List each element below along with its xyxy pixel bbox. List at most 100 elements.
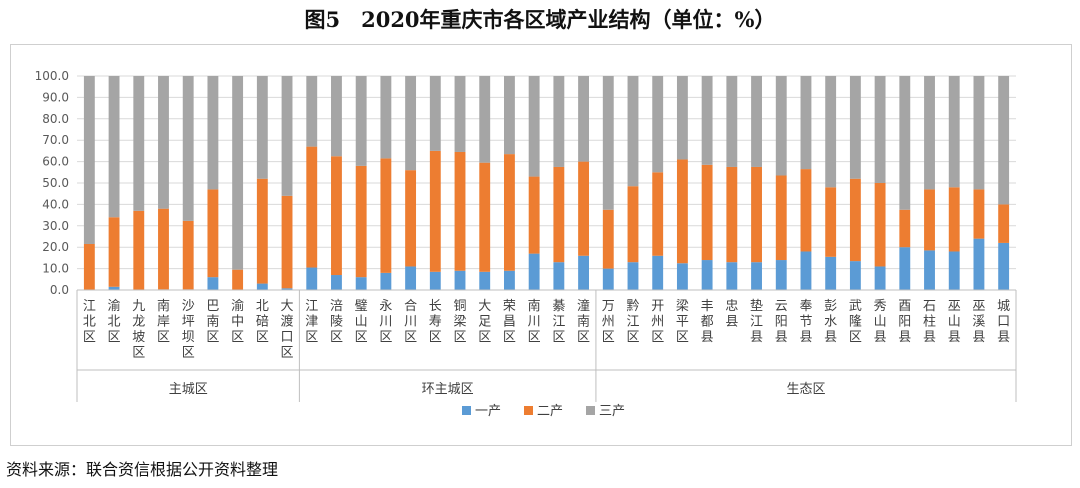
group-label: 环主城区 (422, 382, 474, 397)
x-tick-label: 渝北区 (108, 298, 121, 345)
bar-三产 (479, 76, 491, 163)
x-tick-label: 铜梁区 (454, 299, 467, 345)
bar-三产 (503, 76, 515, 155)
y-axis-ticks: 0.0 10.0 20.0 30.0 40.0 50.0 60.0 70.0 80.0 90.0 1… (35, 69, 69, 297)
x-tick-label: 万州区 (602, 299, 615, 345)
bar-三产 (281, 76, 293, 196)
bar-三产 (849, 76, 861, 179)
bar-三产 (108, 76, 120, 218)
group-label: 生态区 (786, 382, 825, 397)
bar-一产 (751, 262, 762, 290)
bar-三产 (158, 76, 169, 209)
bar-三产 (553, 76, 565, 167)
x-tick-label: 彭水县 (824, 299, 837, 345)
x-tick-label: 梁平区 (676, 299, 689, 345)
bar-一产 (528, 253, 540, 290)
bar-二产 (998, 204, 1010, 243)
x-tick-label: 大渡口区 (281, 299, 294, 361)
bar-一产 (627, 262, 639, 290)
bar-一产 (306, 267, 318, 290)
y-tick-label: 100.0 (35, 69, 69, 83)
legend-label: 二产 (537, 404, 563, 419)
bar-二产 (281, 195, 293, 289)
chart-svg: 0.0 10.0 20.0 30.0 40.0 50.0 60.0 70.0 80.0 90.0 1… (35, 69, 1017, 419)
bar-二产 (973, 189, 985, 239)
bar-二产 (306, 146, 318, 268)
x-tick-label: 永川区 (379, 299, 392, 345)
bar-二产 (751, 166, 762, 263)
bar-二产 (133, 210, 145, 290)
legend-swatch (586, 406, 595, 415)
x-tick-label: 綦江区 (552, 299, 565, 345)
bar-二产 (553, 166, 565, 263)
bar-一产 (578, 255, 590, 290)
x-tick-label: 酉阳县 (898, 299, 911, 345)
legend-swatch (462, 406, 471, 415)
legend-label: 三产 (599, 404, 625, 419)
bar-三产 (948, 76, 960, 188)
bar-二产 (602, 209, 614, 269)
bar-二产 (256, 178, 268, 284)
bar-一产 (676, 263, 688, 290)
y-tick-label: 80.0 (42, 112, 69, 126)
x-tick-label: 黔江区 (626, 299, 639, 345)
y-tick-label: 70.0 (42, 133, 69, 147)
bar-二产 (676, 159, 688, 264)
bar-三产 (528, 76, 540, 177)
bar-一产 (207, 277, 219, 290)
bar-一产 (405, 266, 417, 290)
x-tick-label: 潼南区 (577, 298, 590, 345)
bar-二产 (924, 189, 935, 251)
bar-二产 (158, 208, 169, 290)
legend: 一产 二产 三产 (462, 404, 625, 419)
x-tick-label: 城口县 (997, 299, 1010, 345)
bar-一产 (108, 286, 120, 290)
bar-二产 (627, 186, 639, 263)
bar-二产 (503, 154, 515, 271)
bar-一产 (602, 268, 614, 290)
group-label: 主城区 (169, 382, 208, 397)
chart-frame: 0.0 10.0 20.0 30.0 40.0 50.0 60.0 70.0 80.0 90.0 1… (10, 44, 1072, 446)
y-tick-label: 90.0 (42, 90, 69, 104)
bar-二产 (800, 169, 812, 252)
bar-二产 (948, 187, 960, 252)
x-tick-label: 秀山县 (874, 299, 887, 345)
bar-一产 (429, 271, 441, 290)
bar-三产 (83, 76, 95, 244)
bar-二产 (479, 162, 491, 272)
bar-三产 (874, 76, 886, 183)
bar-一产 (701, 260, 713, 290)
x-tick-label: 忠县 (725, 299, 738, 330)
bar-二产 (849, 178, 861, 262)
bar-一产 (775, 260, 787, 290)
x-tick-label: 九龙坡区 (132, 299, 145, 361)
bar-二产 (775, 175, 787, 261)
bar-一产 (479, 271, 491, 290)
bar-二产 (454, 151, 466, 271)
bar-二产 (232, 269, 244, 290)
bar-一产 (503, 270, 515, 290)
bar-三产 (454, 76, 466, 152)
bar-一产 (899, 247, 911, 290)
source-note: 资料来源：联合资信根据公开资料整理 (6, 460, 279, 479)
bar-二产 (429, 150, 441, 272)
bar-三产 (207, 76, 219, 190)
x-tick-label: 大足区 (478, 299, 491, 345)
x-tick-label: 奉节县 (799, 299, 812, 345)
bar-二产 (652, 172, 664, 256)
bar-一产 (331, 275, 342, 290)
bar-二产 (899, 209, 911, 248)
x-tick-label: 南川区 (528, 298, 541, 345)
bar-一产 (825, 256, 837, 290)
y-tick-label: 0.0 (50, 283, 69, 297)
x-tick-label: 璧山区 (355, 298, 368, 345)
bar-二产 (355, 165, 367, 278)
x-tick-label: 巫山县 (948, 299, 961, 345)
bar-二产 (83, 243, 95, 290)
x-tick-label: 云阳县 (775, 299, 788, 345)
bar-一产 (924, 250, 935, 290)
bar-一产 (454, 270, 466, 290)
y-tick-label: 50.0 (42, 176, 69, 190)
bar-三产 (676, 76, 688, 160)
bar-三产 (924, 76, 935, 190)
